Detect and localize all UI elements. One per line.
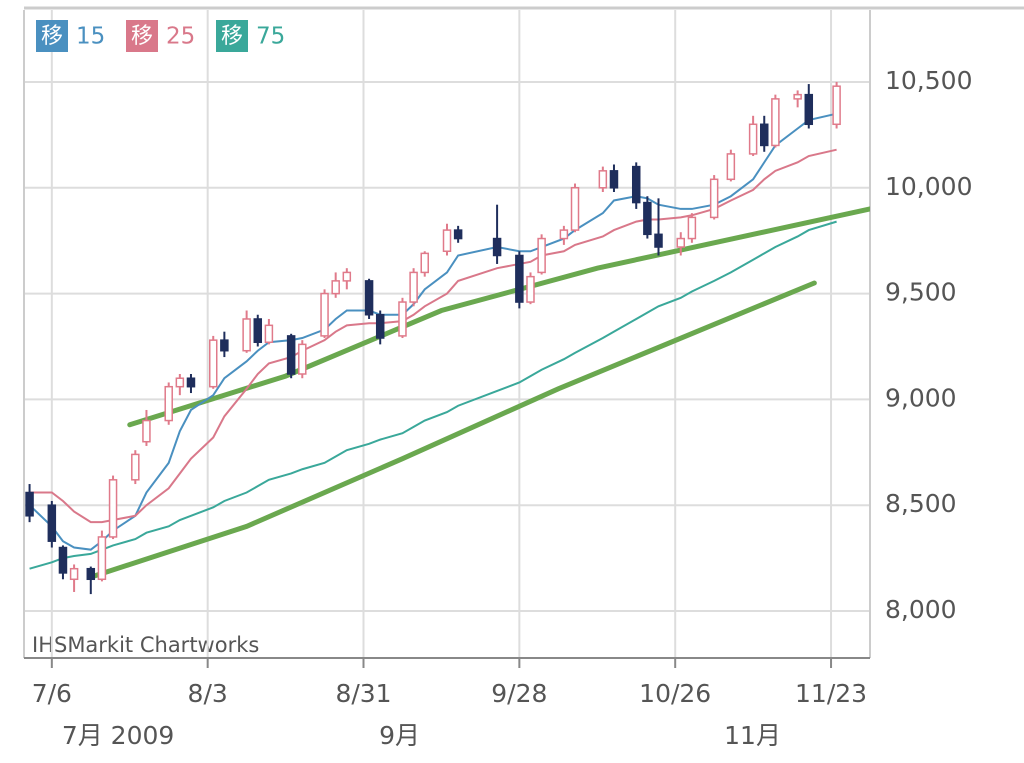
- candle-body: [86, 567, 96, 581]
- candle-body: [398, 301, 407, 337]
- candle-body: [609, 170, 619, 189]
- candle-body: [47, 504, 57, 542]
- trend-line: [127, 206, 870, 428]
- candle-body: [131, 453, 140, 481]
- candle-body: [771, 98, 780, 147]
- candle-body: [164, 385, 173, 422]
- trend-line: [88, 280, 817, 580]
- candle-body: [804, 93, 814, 126]
- candle-body: [709, 178, 719, 219]
- moving-average: [28, 112, 837, 551]
- candle-body: [142, 419, 151, 443]
- legend-label: 75: [256, 24, 285, 50]
- x-tick-label: 8/3: [188, 679, 228, 708]
- y-tick-label: 8,000: [885, 595, 957, 624]
- legend-label: 15: [76, 24, 105, 50]
- candle-body: [832, 85, 841, 126]
- y-tick-label: 8,500: [885, 489, 957, 518]
- candle-body: [526, 275, 535, 303]
- legend-label: 25: [166, 24, 195, 50]
- legend-mark: 移: [41, 24, 63, 49]
- candle-body: [286, 335, 296, 375]
- candle-body: [364, 280, 374, 316]
- y-tick-label: 9,000: [885, 383, 957, 412]
- candle-body: [570, 187, 580, 231]
- candle-body: [331, 280, 340, 295]
- candle-body: [108, 479, 118, 538]
- candle-body: [453, 229, 463, 240]
- candle-body: [559, 229, 569, 240]
- candle-body: [97, 536, 107, 581]
- candle-body: [253, 318, 263, 344]
- candle-body: [726, 153, 736, 181]
- month-label: 7月 2009: [62, 721, 174, 750]
- candle-body: [748, 123, 758, 155]
- legend-swatch: [216, 20, 248, 52]
- month-label: 11月: [724, 721, 781, 750]
- candle-body: [676, 237, 686, 248]
- legend-swatch: [36, 20, 68, 52]
- candle-body: [631, 165, 641, 204]
- x-tick-label: 9/28: [491, 679, 547, 708]
- candle-body: [420, 252, 429, 274]
- candle-body: [220, 339, 229, 352]
- candle-body: [375, 313, 385, 339]
- y-tick-label: 10,500: [885, 66, 972, 95]
- candle-body: [643, 201, 652, 236]
- candle-body: [298, 343, 307, 375]
- x-tick-label: 11/23: [795, 679, 867, 708]
- y-tick-label: 9,500: [885, 278, 957, 307]
- candle-body: [69, 567, 79, 581]
- plot: [25, 81, 870, 595]
- candle-body: [242, 318, 251, 352]
- candle-body: [492, 237, 502, 257]
- legend-mark: 移: [131, 24, 153, 49]
- candle-body: [598, 170, 608, 189]
- watermark: IHSMarkit Chartworks: [32, 633, 259, 657]
- x-tick-label: 8/31: [335, 679, 391, 708]
- candle-body: [687, 216, 697, 240]
- candle-body: [58, 546, 68, 574]
- x-tick-label: 7/6: [32, 679, 72, 708]
- y-tick-label: 10,000: [885, 172, 972, 201]
- candle-body: [264, 324, 274, 344]
- candle-body: [537, 237, 546, 274]
- legend-mark: 移: [221, 24, 243, 49]
- candle-body: [760, 123, 769, 147]
- candle-body: [442, 229, 452, 253]
- candle-body: [186, 377, 196, 388]
- candle-body: [793, 93, 802, 100]
- candle-body: [25, 491, 34, 517]
- x-tick-label: 10/26: [639, 679, 711, 708]
- candle-body: [208, 339, 218, 388]
- moving-average: [29, 148, 837, 524]
- candle-body: [654, 233, 663, 248]
- legend-swatch: [126, 20, 158, 52]
- candle-body: [320, 292, 329, 337]
- month-label: 9月: [379, 721, 420, 750]
- candle-body: [515, 254, 524, 303]
- candle-body: [175, 377, 185, 388]
- candle-body: [409, 271, 418, 303]
- moving-average: [29, 220, 837, 570]
- candle-body: [342, 271, 352, 282]
